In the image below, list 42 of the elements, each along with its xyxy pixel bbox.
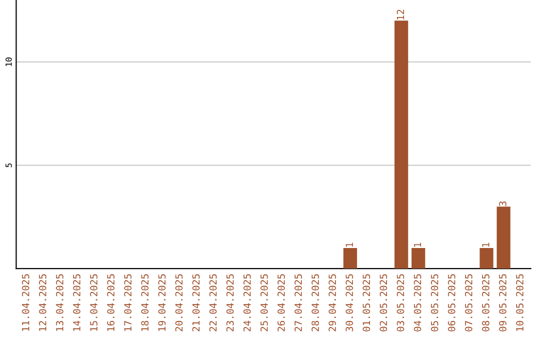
x-tick-label: 22.04.2025: [209, 274, 217, 332]
bar: [480, 248, 494, 269]
x-tick-label: 04.05.2025: [414, 274, 422, 332]
x-tick-label: 12.04.2025: [38, 274, 46, 331]
data-label: 1: [414, 242, 422, 247]
x-tick-label: 17.04.2025: [124, 274, 132, 331]
x-tick-label: 20.04.2025: [175, 274, 183, 332]
x-tick-label: 06.05.2025: [448, 274, 456, 332]
x-tick-label: 30.04.2025: [346, 274, 354, 332]
x-tick-label: 14.04.2025: [73, 274, 80, 331]
data-label: 3: [499, 201, 506, 206]
x-tick-label: 24.04.2025: [243, 274, 251, 332]
x-tick-label: 15.04.2025: [90, 274, 98, 331]
x-tick-label: 11.04.2025: [22, 274, 30, 331]
x-tick-label: 05.05.2025: [430, 274, 438, 332]
x-tick-label: 25.04.2025: [260, 274, 268, 332]
x-tick-label: 27.04.2025: [294, 274, 302, 332]
x-tick-label: 01.05.2025: [362, 274, 370, 332]
x-tick-label: 28.04.2025: [312, 274, 319, 332]
x-tick-label: 19.04.2025: [158, 274, 166, 331]
x-tick-label: 03.05.2025: [396, 274, 404, 332]
x-tick-label: 29.04.2025: [328, 274, 336, 332]
x-tick-label: 23.04.2025: [226, 274, 234, 332]
x-tick-label: 26.04.2025: [278, 274, 285, 332]
data-label: 12: [396, 10, 404, 20]
x-tick-label: 09.05.2025: [499, 274, 506, 332]
bar: [343, 248, 358, 269]
x-tick-label: 07.05.2025: [464, 274, 472, 332]
x-tick-label: 18.04.2025: [141, 274, 149, 331]
data-label: 1: [346, 242, 353, 247]
data-label: 1: [482, 242, 490, 247]
x-tick-label: 16.04.2025: [107, 274, 114, 331]
bar: [412, 248, 426, 269]
y-tick-label: 5: [6, 163, 12, 168]
x-tick-label: 02.05.2025: [380, 274, 388, 332]
x-tick-label: 21.04.2025: [192, 274, 200, 332]
x-tick-label: 13.04.2025: [56, 274, 64, 331]
bar: [394, 20, 408, 269]
x-tick-label: 08.05.2025: [482, 274, 490, 332]
x-tick-label: 10.05.2025: [516, 274, 524, 331]
y-tick-label: 10: [6, 58, 12, 66]
bar: [496, 206, 510, 269]
